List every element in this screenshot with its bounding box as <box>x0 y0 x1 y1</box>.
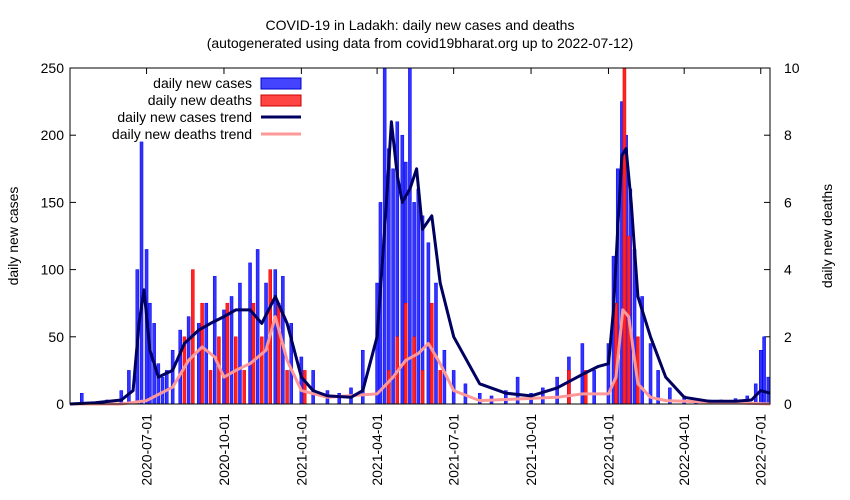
cases-bar <box>541 387 545 405</box>
cases-bar <box>204 302 209 405</box>
x-axis-ticks: 2020-07-01 2020-10-01 2021-01-01 2021-04-01… <box>139 68 769 486</box>
y-tick-label: 150 <box>41 194 65 210</box>
cases-bar <box>139 141 144 405</box>
y2-axis-label: daily new deaths <box>819 184 835 288</box>
x-tick-label: 2020-10-01 <box>216 414 232 486</box>
x-tick-label: 2022-01-01 <box>600 414 616 486</box>
deaths-bar <box>403 302 408 405</box>
y2-tick-label: 2 <box>784 329 792 345</box>
chart-title: COVID-19 in Ladakh: daily new cases and … <box>266 17 575 33</box>
cases-bars <box>80 67 771 405</box>
legend-swatch-cases <box>260 77 302 90</box>
chart-subtitle: (autogenerated using data from covid19bh… <box>207 35 634 51</box>
plot-frame <box>69 67 771 405</box>
cases-bar <box>170 349 175 405</box>
deaths-bar <box>438 370 442 405</box>
y-axis-label: daily new cases <box>5 187 21 286</box>
legend-label-cases-trend: daily new cases trend <box>117 109 252 125</box>
x-tick-label: 2021-04-01 <box>369 414 385 486</box>
deaths-bar <box>567 370 571 405</box>
cases-bar <box>165 370 169 405</box>
cases-bar <box>212 276 217 405</box>
x-tick-label: 2020-07-01 <box>139 414 155 486</box>
x-tick-label: 2021-07-01 <box>446 414 462 486</box>
y-tick-label: 0 <box>56 396 64 412</box>
legend-label-deaths-trend: daily new deaths trend <box>112 126 252 142</box>
cases-bar <box>238 282 242 405</box>
cases-bar <box>273 269 278 405</box>
y-tick-label: 200 <box>41 127 65 143</box>
deaths-trend-line <box>70 308 771 406</box>
x-tick-label: 2021-01-01 <box>293 414 309 486</box>
y2-tick-label: 6 <box>784 194 792 210</box>
cases-bar <box>592 370 596 405</box>
cases-bar <box>434 282 438 405</box>
cases-bar <box>196 323 201 405</box>
cases-bar <box>248 262 252 405</box>
deaths-bar <box>302 370 307 405</box>
cases-bar <box>178 329 182 405</box>
deaths-bar <box>200 302 204 405</box>
deaths-bar <box>208 370 213 405</box>
cases-bar <box>555 376 559 405</box>
cases-bar <box>255 249 260 405</box>
y2-tick-label: 10 <box>784 60 800 76</box>
y-tick-label: 100 <box>41 262 65 278</box>
deaths-bar <box>583 370 588 405</box>
deaths-bar <box>285 370 289 405</box>
cases-bar <box>426 242 431 405</box>
deaths-bar <box>251 302 256 405</box>
cases-bar <box>222 309 226 405</box>
cases-bar <box>762 336 766 405</box>
cases-bar <box>127 370 131 405</box>
cases-bar <box>408 67 412 405</box>
y2-tick-label: 8 <box>784 127 792 143</box>
x-tick-label: 2022-07-01 <box>753 414 769 486</box>
y-tick-label: 250 <box>41 60 65 76</box>
legend: daily new cases daily new deaths daily n… <box>112 75 302 142</box>
cases-bar <box>416 188 421 405</box>
y2-axis-ticks: 0 2 4 6 8 10 <box>764 60 800 412</box>
cases-trend-line <box>69 120 771 406</box>
trend-lines <box>69 120 771 406</box>
y2-tick-label: 4 <box>784 262 792 278</box>
deaths-bar <box>225 302 230 405</box>
cases-bar <box>758 349 763 405</box>
deaths-bar <box>276 302 281 405</box>
deaths-bar <box>420 370 425 405</box>
deaths-bar <box>242 370 246 405</box>
deaths-bar <box>412 336 416 405</box>
deaths-bar <box>260 336 264 405</box>
cases-bar <box>391 168 395 405</box>
cases-bar <box>337 392 341 405</box>
y-tick-label: 50 <box>48 329 64 345</box>
x-tick-label: 2022-04-01 <box>676 414 692 486</box>
deaths-bar <box>622 67 627 405</box>
y-axis-ticks: 0 50 100 150 200 250 <box>41 60 76 412</box>
legend-label-cases: daily new cases <box>153 75 252 91</box>
legend-swatch-deaths <box>260 94 302 107</box>
deaths-bar <box>387 370 391 405</box>
legend-label-deaths: daily new deaths <box>148 92 252 108</box>
cases-bar <box>766 376 771 405</box>
y2-tick-label: 0 <box>784 396 792 412</box>
x-tick-label: 2021-10-01 <box>523 414 539 486</box>
